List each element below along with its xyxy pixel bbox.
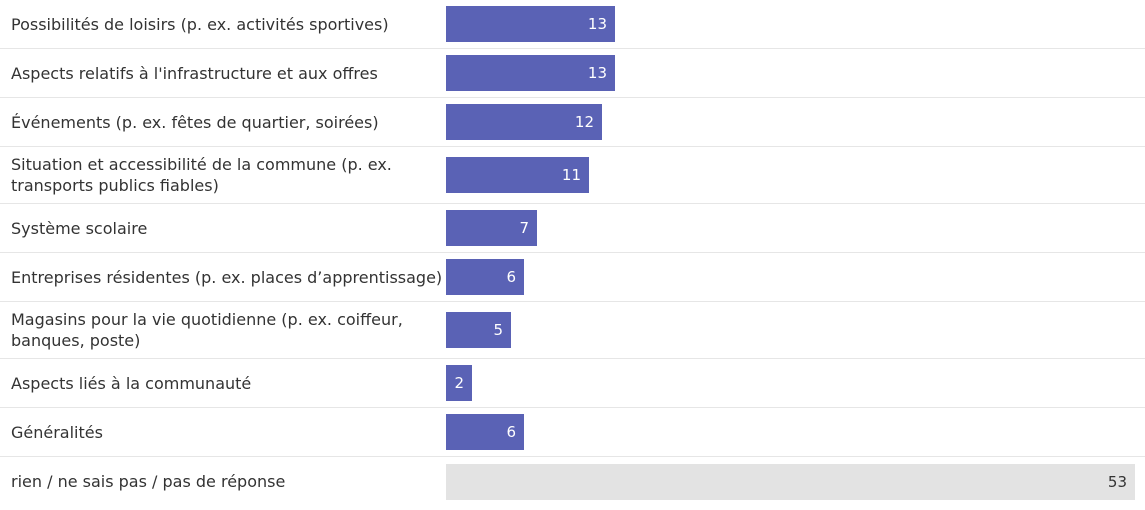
category-label: rien / ne sais pas / pas de réponse [11,472,286,491]
bar-track: 12 [446,104,1135,140]
bar-track: 6 [446,259,1135,295]
value-label: 12 [574,113,594,131]
bar-row: Système scolaire 7 [0,204,1145,253]
value-label: 2 [454,374,464,392]
bar [446,157,589,193]
bar-row: Possibilités de loisirs (p. ex. activité… [0,0,1145,49]
bar-track: 53 [446,463,1135,500]
bar-track: 2 [446,365,1135,401]
value-label: 13 [587,15,607,33]
value-label: 53 [1107,472,1127,491]
category-label: Situation et accessibilité de la commune… [11,155,392,195]
bar [446,104,602,140]
category-label: Aspects relatifs à l'infrastructure et a… [11,63,378,83]
value-label: 11 [561,166,581,184]
bar [446,55,615,91]
bar-track: 11 [446,157,1135,193]
category-label: Événements (p. ex. fêtes de quartier, so… [11,112,379,132]
bar-row: rien / ne sais pas / pas de réponse 53 [0,457,1145,506]
category-label: Entreprises résidentes (p. ex. places d’… [11,267,443,287]
bar [446,312,511,348]
value-label: 6 [506,423,516,441]
bar-row: Événements (p. ex. fêtes de quartier, so… [0,98,1145,147]
category-label: Magasins pour la vie quotidienne (p. ex.… [11,310,403,350]
bar-row: Généralités 6 [0,408,1145,457]
bar-row: Magasins pour la vie quotidienne (p. ex.… [0,302,1145,359]
bar-track: 13 [446,55,1135,91]
bar [446,210,537,246]
bar-row: Aspects relatifs à l'infrastructure et a… [0,49,1145,98]
value-label: 13 [587,64,607,82]
bar-track: 13 [446,6,1135,42]
bar-track: 7 [446,210,1135,246]
value-label: 7 [519,219,529,237]
bar [446,365,472,401]
bar [446,6,615,42]
bar-track: 6 [446,414,1135,450]
value-label: 5 [493,321,503,339]
bar-row: Situation et accessibilité de la commune… [0,147,1145,204]
bar [446,259,524,295]
bar [446,463,1135,500]
value-label: 6 [506,268,516,286]
bar-track: 5 [446,312,1135,348]
category-label: Aspects liés à la communauté [11,373,252,393]
bar-row: Aspects liés à la communauté 2 [0,359,1145,408]
bar [446,414,524,450]
category-label: Système scolaire [11,218,148,238]
category-label: Généralités [11,422,103,442]
bar-row: Entreprises résidentes (p. ex. places d’… [0,253,1145,302]
category-label: Possibilités de loisirs (p. ex. activité… [11,14,389,34]
